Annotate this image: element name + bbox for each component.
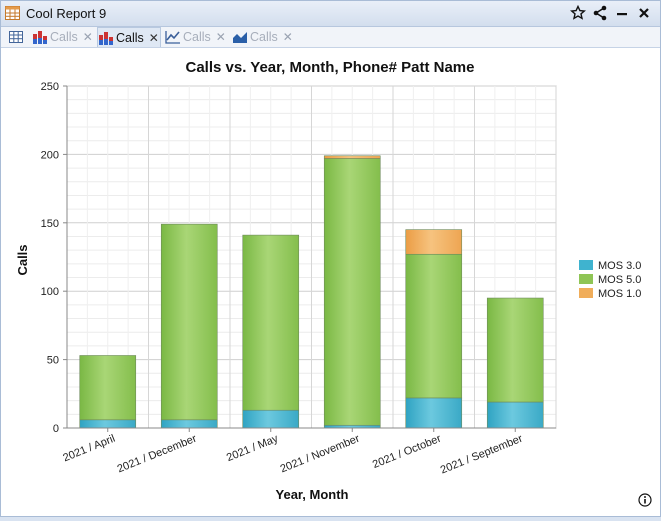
tab-table-view[interactable] [7,28,27,46]
bar-segment[interactable] [79,355,137,421]
tab-label: Calls [250,30,278,44]
tab-calls-bar-1[interactable]: Calls ✕ [32,28,94,46]
bar-segment[interactable] [79,419,137,429]
y-tick-label: 250 [41,81,59,93]
tab-label: Calls [183,30,211,44]
bar-segment[interactable] [323,158,381,426]
chart-title: Calls vs. Year, Month, Phone# Patt Name [186,59,475,76]
tab-close-icon[interactable]: ✕ [282,30,293,44]
bar-segment[interactable] [323,155,381,159]
x-tick-label: 2021 / October [371,433,443,472]
grid [66,85,557,429]
legend-swatch [579,260,593,270]
x-tick-label: 2021 / September [439,433,525,477]
tab-calls-line[interactable]: Calls ✕ [165,28,229,46]
tab-calls-bar-2[interactable]: Calls ✕ [97,27,161,47]
x-tick-label: 2021 / November [279,433,362,476]
bar-chart-icon [99,31,113,45]
info-icon[interactable] [638,493,652,507]
x-tick-label: 2021 / April [61,433,117,465]
legend-label: MOS 5.0 [598,274,641,286]
star-icon[interactable] [569,4,587,22]
tab-bar: Calls ✕ Calls ✕ Calls ✕ Calls ✕ [1,27,660,48]
x-axis-label: Year, Month [276,487,349,502]
bar-chart-icon [33,31,47,44]
bar-segment[interactable] [486,297,544,403]
y-tick-label: 100 [41,286,59,298]
y-tick-label: 50 [47,355,59,367]
bar-segment[interactable] [242,234,300,411]
bar-segment[interactable] [405,397,463,429]
close-icon[interactable] [635,4,653,22]
line-chart-icon [165,31,180,44]
bar-segment[interactable] [160,223,218,421]
tab-calls-area[interactable]: Calls ✕ [232,28,296,46]
tab-label: Calls [50,30,78,44]
legend-label: MOS 3.0 [598,260,641,272]
table-icon [9,31,23,43]
x-tick-label: 2021 / May [225,432,280,464]
tab-label: Calls [116,30,144,45]
bar-segment[interactable] [242,409,300,429]
y-tick-label: 150 [41,218,59,230]
title-bar: Cool Report 9 [1,1,660,27]
y-axis-label: Calls [15,244,30,275]
stacked-bar-chart: Calls vs. Year, Month, Phone# Patt Name … [15,59,641,502]
area-chart-icon [233,32,247,43]
bars [79,155,544,429]
window-title: Cool Report 9 [26,6,107,21]
legend-label: MOS 1.0 [598,288,641,300]
y-axis: 0 50 100 150 200 250 [41,81,68,435]
share-icon[interactable] [591,4,609,22]
tab-close-icon[interactable]: ✕ [148,30,159,45]
chart-panel: Calls vs. Year, Month, Phone# Patt Name … [1,48,660,516]
bar-segment[interactable] [405,253,463,399]
legend-swatch [579,288,593,298]
y-tick-label: 0 [53,423,59,435]
minimize-icon[interactable] [613,4,631,22]
bar-segment[interactable] [160,419,218,429]
tab-close-icon[interactable]: ✕ [82,30,93,44]
bar-segment[interactable] [405,229,463,255]
table-app-icon [5,6,20,20]
legend-swatch [579,274,593,284]
y-tick-label: 200 [41,149,59,161]
x-tick-label: 2021 / December [116,433,199,476]
legend: MOS 3.0 MOS 5.0 MOS 1.0 [579,260,641,300]
tab-close-icon[interactable]: ✕ [215,30,226,44]
bar-segment[interactable] [486,401,544,429]
